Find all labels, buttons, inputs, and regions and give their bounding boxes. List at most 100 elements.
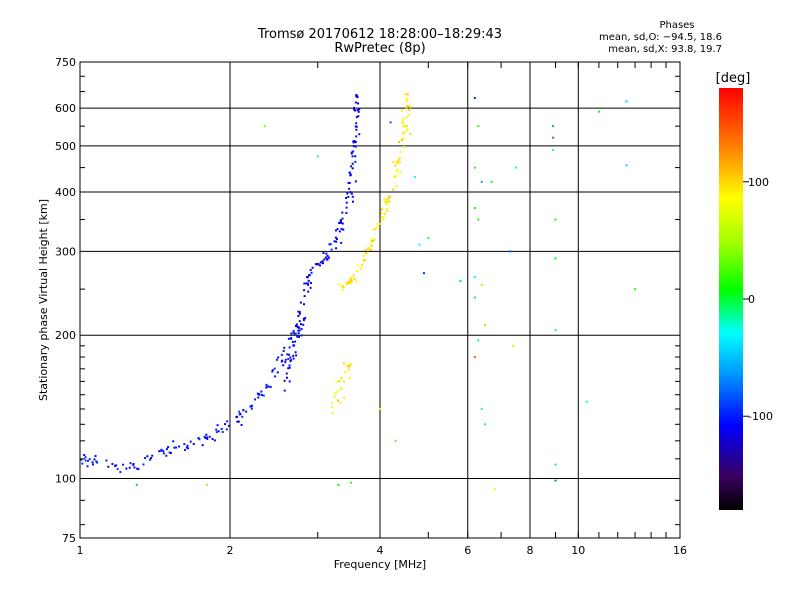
echo-point — [350, 276, 353, 279]
echo-point — [93, 458, 96, 461]
echo-point — [473, 276, 476, 279]
echo-point — [91, 461, 94, 464]
echo-point — [298, 320, 301, 323]
echo-point — [554, 329, 557, 332]
echo-point — [189, 440, 192, 443]
echo-point — [341, 222, 344, 225]
x-tick-label: 10 — [571, 544, 585, 557]
echo-point — [402, 132, 405, 135]
echo-point — [409, 132, 412, 135]
echo-point — [294, 351, 297, 354]
echo-point — [393, 175, 396, 178]
echo-point — [389, 121, 392, 124]
echo-point — [183, 443, 186, 446]
echo-point — [206, 483, 209, 486]
echo-point — [340, 241, 343, 244]
echo-point — [554, 479, 557, 482]
echo-point — [352, 145, 355, 148]
phase-o-stats: mean, sd,O: −94.5, 18.6 — [599, 32, 722, 43]
echo-point — [357, 102, 360, 105]
echo-point — [285, 376, 288, 379]
echo-point — [84, 459, 87, 462]
echo-point — [339, 221, 342, 224]
echo-point — [403, 125, 406, 128]
echo-point — [376, 222, 379, 225]
echo-point — [398, 157, 401, 160]
echo-point — [280, 353, 283, 356]
echo-point — [370, 239, 373, 242]
echo-point — [201, 444, 204, 447]
echo-point — [554, 463, 557, 466]
echo-point — [169, 451, 172, 454]
echo-point — [288, 364, 291, 367]
colorbar-label: [deg] — [716, 71, 751, 86]
echo-point — [365, 252, 368, 255]
echo-point — [477, 339, 480, 342]
echo-point — [236, 420, 239, 423]
echo-point — [406, 104, 409, 107]
echo-point — [217, 430, 220, 433]
echo-point — [376, 226, 379, 229]
echo-point — [625, 100, 628, 103]
echo-point — [409, 106, 412, 109]
echo-point — [250, 407, 253, 410]
echo-point — [343, 380, 346, 383]
echo-point — [368, 247, 371, 250]
echo-point — [310, 281, 313, 284]
echo-point — [331, 406, 334, 409]
echo-point — [297, 329, 300, 332]
echo-point — [336, 228, 339, 231]
echo-point — [484, 423, 487, 426]
echo-point — [321, 260, 324, 263]
echo-point — [319, 264, 322, 267]
echo-point — [405, 116, 408, 119]
echo-point — [271, 370, 274, 373]
echo-point — [227, 424, 230, 427]
echo-point — [144, 457, 147, 460]
echo-point — [310, 271, 313, 274]
echo-point — [295, 354, 298, 357]
echo-point — [345, 206, 348, 209]
echo-point — [116, 468, 119, 471]
echo-point — [345, 211, 348, 214]
echo-point — [304, 317, 307, 320]
echo-point — [277, 356, 280, 359]
echo-point — [265, 386, 268, 389]
grid-lines — [80, 62, 680, 538]
x-tick-label: 8 — [527, 544, 534, 557]
echo-point — [187, 447, 190, 450]
echo-point — [379, 407, 381, 410]
echo-point — [340, 227, 343, 230]
echo-point — [484, 324, 487, 327]
echo-point — [337, 389, 340, 392]
echo-point — [515, 166, 518, 169]
echo-point — [473, 97, 476, 100]
echo-point — [258, 393, 261, 396]
echo-point — [585, 400, 588, 403]
echo-point — [355, 116, 358, 119]
echo-point — [105, 459, 108, 462]
echo-point — [185, 446, 188, 449]
echo-point — [402, 137, 405, 140]
echo-point — [337, 483, 340, 486]
echo-point — [294, 340, 297, 343]
echo-point — [135, 483, 138, 486]
echo-point — [303, 303, 306, 306]
echo-point — [271, 369, 274, 372]
echo-point — [341, 217, 344, 220]
echo-point — [370, 244, 373, 247]
echo-point — [283, 379, 286, 382]
phase-statistics: Phases mean, sd,O: −94.5, 18.6 mean, sd,… — [592, 20, 722, 56]
echo-point — [215, 428, 218, 431]
echo-point — [326, 257, 329, 260]
x-tick-label: 1 — [77, 544, 84, 557]
echo-point — [329, 243, 332, 246]
echo-point — [285, 372, 288, 375]
echo-point — [346, 281, 349, 284]
echo-point — [314, 263, 317, 266]
echo-point — [352, 200, 355, 203]
echo-point — [345, 364, 348, 367]
echo-point — [238, 410, 241, 413]
echo-point — [382, 218, 385, 221]
